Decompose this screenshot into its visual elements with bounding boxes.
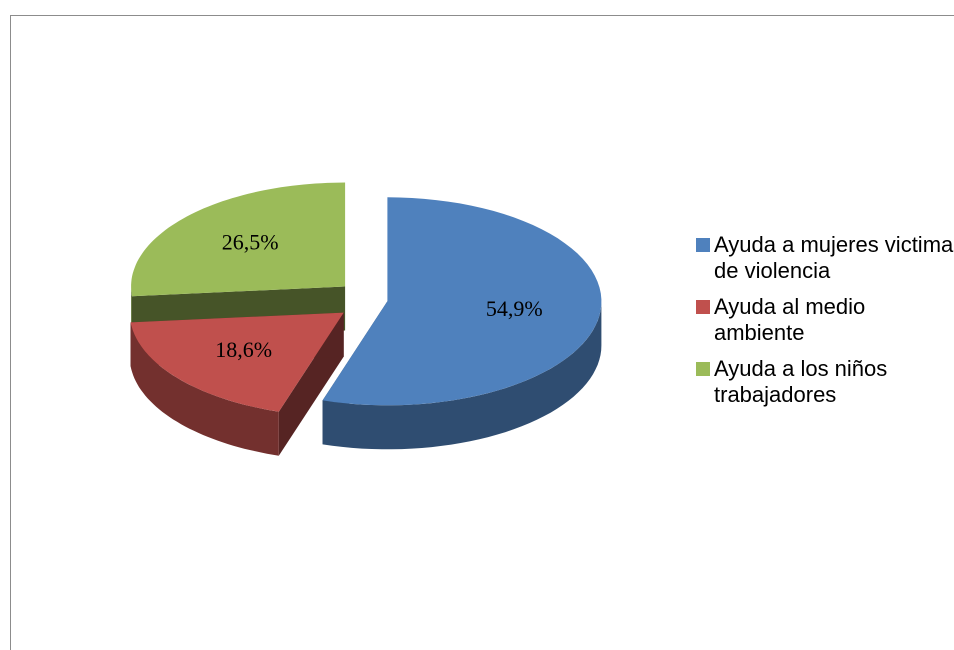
slice-top bbox=[322, 197, 602, 406]
legend-label: Ayuda a los niños trabajadores bbox=[714, 356, 888, 407]
legend-swatch bbox=[696, 300, 710, 314]
legend-item: Ayuda al medio ambiente bbox=[692, 294, 954, 346]
data-label: 26,5% bbox=[222, 230, 279, 255]
pie-slice bbox=[322, 197, 602, 450]
legend-swatch bbox=[696, 238, 710, 252]
legend-item: Ayuda a mujeres victima de violencia bbox=[692, 232, 954, 284]
legend-label: Ayuda a mujeres victima de violencia bbox=[714, 232, 954, 283]
data-label: 18,6% bbox=[215, 337, 272, 362]
legend-label: Ayuda al medio ambiente bbox=[714, 294, 866, 345]
data-label: 54,9% bbox=[486, 296, 543, 321]
slice-top bbox=[131, 182, 346, 297]
pie-slice bbox=[130, 312, 344, 456]
legend-swatch bbox=[696, 362, 710, 376]
slice-side bbox=[130, 322, 279, 456]
legend: Ayuda a mujeres victima de violencia Ayud… bbox=[692, 232, 954, 418]
slice-side bbox=[322, 301, 602, 450]
chart-frame bbox=[10, 15, 954, 650]
slice-top bbox=[130, 312, 344, 412]
legend-item: Ayuda a los niños trabajadores bbox=[692, 356, 954, 408]
